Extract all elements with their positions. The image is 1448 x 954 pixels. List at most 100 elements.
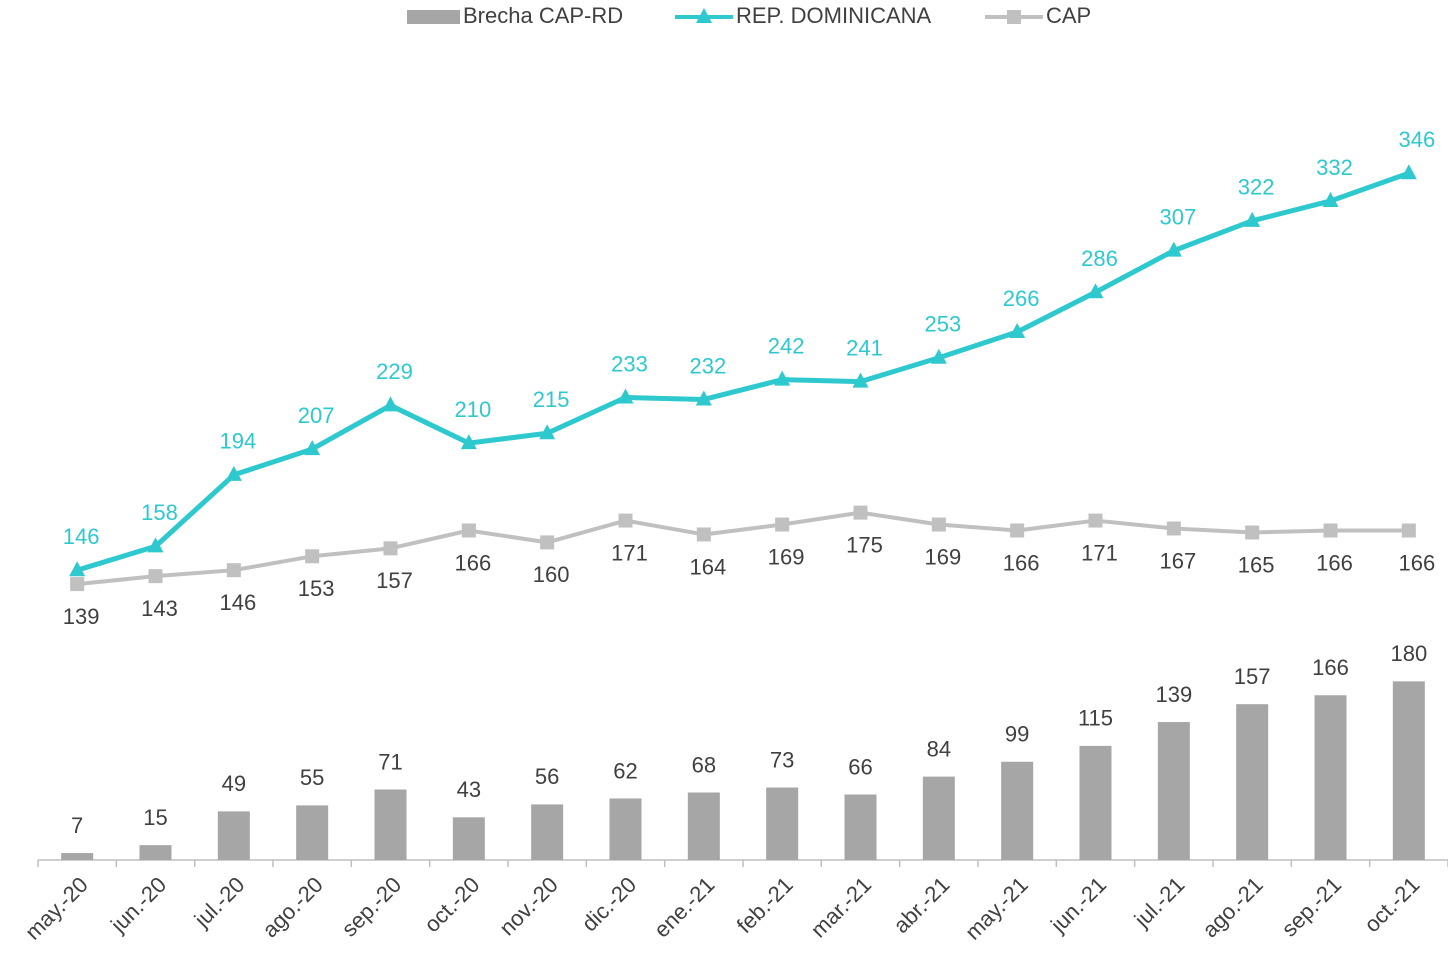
marker xyxy=(1007,10,1021,24)
x-tick-label: may.-20 xyxy=(20,872,93,945)
x-tick-label: sep.-21 xyxy=(1277,872,1347,942)
data-label: 49 xyxy=(222,771,246,796)
data-label: 157 xyxy=(376,568,413,593)
x-tick-label: dic.-20 xyxy=(577,872,641,936)
marker xyxy=(617,388,634,404)
marker xyxy=(1245,525,1260,540)
data-label: 153 xyxy=(298,576,335,601)
data-label: 166 xyxy=(1398,550,1435,575)
data-label: 171 xyxy=(611,540,648,565)
bar xyxy=(844,794,877,860)
data-label: 171 xyxy=(1081,540,1118,565)
data-label: 73 xyxy=(770,747,794,772)
bar xyxy=(217,811,250,860)
x-tick-label: jun.-20 xyxy=(105,872,171,938)
x-tick-label: sep.-20 xyxy=(337,872,407,942)
bar xyxy=(452,817,485,860)
x-tick-label: ago.-21 xyxy=(1197,872,1267,942)
marker xyxy=(1009,322,1026,338)
bar xyxy=(609,798,642,860)
data-label: 169 xyxy=(768,544,805,569)
data-label: 180 xyxy=(1390,641,1427,666)
data-label: 286 xyxy=(1081,246,1118,271)
marker xyxy=(540,535,555,550)
bar xyxy=(1001,761,1034,860)
data-label: 229 xyxy=(376,359,413,384)
data-label: 166 xyxy=(1316,550,1353,575)
marker xyxy=(696,527,711,542)
marker xyxy=(853,505,868,520)
x-tick-label: may.-21 xyxy=(960,872,1033,945)
data-label: 232 xyxy=(689,353,726,378)
marker xyxy=(69,561,86,577)
legend-label: REP. DOMINICANA xyxy=(736,3,932,28)
data-label: 115 xyxy=(1078,706,1113,731)
marker xyxy=(1401,523,1416,538)
data-label: 210 xyxy=(454,397,491,422)
marker xyxy=(774,370,791,386)
marker xyxy=(70,577,85,592)
data-label: 71 xyxy=(378,749,402,774)
bar xyxy=(296,805,329,860)
marker xyxy=(775,517,790,532)
data-label: 233 xyxy=(611,351,648,376)
marker xyxy=(304,440,321,456)
legend-label: CAP xyxy=(1046,3,1091,28)
bar xyxy=(1392,681,1425,860)
bar xyxy=(61,853,94,860)
line xyxy=(76,170,1410,573)
marker xyxy=(931,517,946,532)
data-label: 62 xyxy=(613,758,637,783)
marker xyxy=(226,563,241,578)
x-tick-label: oct.-21 xyxy=(1359,872,1424,937)
data-label: 242 xyxy=(768,333,805,358)
bar xyxy=(139,845,172,860)
bar xyxy=(1157,722,1190,860)
bar xyxy=(766,787,799,860)
marker xyxy=(383,541,398,556)
data-label: 165 xyxy=(1238,552,1275,577)
bar xyxy=(687,792,720,860)
data-label: 56 xyxy=(535,764,559,789)
marker xyxy=(305,549,320,564)
data-label: 164 xyxy=(689,554,726,579)
data-label: 169 xyxy=(924,544,961,569)
data-label: 166 xyxy=(1003,550,1040,575)
marker xyxy=(147,537,164,553)
marker xyxy=(696,8,712,23)
bar xyxy=(531,804,564,860)
x-tick-label: mar.-21 xyxy=(806,872,876,942)
x-tick-label: nov.-20 xyxy=(494,872,562,940)
legend-label: Brecha CAP-RD xyxy=(463,3,623,28)
data-label: 7 xyxy=(71,813,83,838)
data-label: 207 xyxy=(298,403,335,428)
bar xyxy=(1314,695,1347,860)
x-tick-label: oct.-20 xyxy=(419,872,484,937)
x-tick-label: abr.-21 xyxy=(888,872,954,938)
marker xyxy=(225,465,242,481)
data-label: 166 xyxy=(1312,655,1349,680)
data-label: 307 xyxy=(1159,204,1196,229)
marker xyxy=(1400,164,1417,180)
data-label: 241 xyxy=(846,335,883,360)
marker xyxy=(1244,211,1261,227)
marker xyxy=(1323,523,1338,538)
legend-swatch xyxy=(407,10,460,24)
marker xyxy=(148,569,163,584)
marker xyxy=(695,390,712,406)
data-label: 143 xyxy=(141,596,178,621)
data-label: 66 xyxy=(848,754,872,779)
data-label: 99 xyxy=(1005,722,1029,747)
marker xyxy=(382,396,399,412)
data-label: 253 xyxy=(924,312,961,337)
data-label: 175 xyxy=(846,532,883,557)
data-label: 266 xyxy=(1003,286,1040,311)
x-tick-label: jul.-20 xyxy=(189,872,250,933)
data-label: 15 xyxy=(143,805,167,830)
marker xyxy=(460,434,477,450)
marker xyxy=(930,348,947,364)
marker xyxy=(1088,513,1103,528)
bar xyxy=(1079,745,1112,860)
data-label: 43 xyxy=(457,777,481,802)
